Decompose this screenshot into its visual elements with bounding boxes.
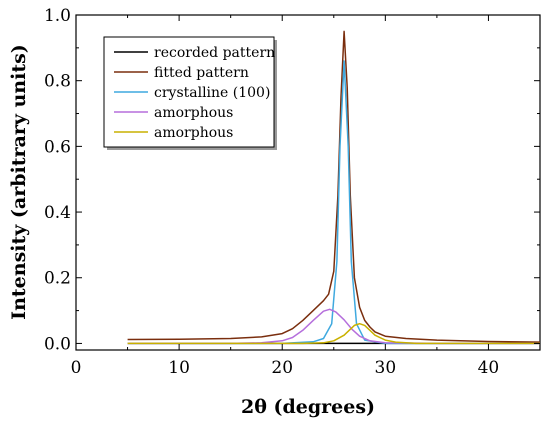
y-tick-label: 1.0	[44, 6, 71, 26]
legend-label-3: amorphous	[154, 105, 233, 121]
x-tick-label: 20	[271, 358, 293, 378]
plot-frame	[75, 14, 541, 351]
y-tick-label: 0.0	[44, 334, 71, 354]
series-line-3	[127, 308, 540, 345]
y-tick-label: 0.8	[44, 72, 71, 92]
x-tick-label: 40	[478, 358, 500, 378]
tick-layer: 0 10 20 30 40 0.0 0.2 0.4 0.6 0.8 1.0	[44, 6, 540, 378]
x-tick-label: 30	[375, 358, 397, 378]
x-tick-label: 0	[71, 358, 82, 378]
x-axis-title: 2θ (degrees)	[241, 396, 375, 418]
series-layer	[127, 30, 541, 345]
legend: recorded pattern fitted pattern crystallin…	[103, 36, 277, 150]
legend-label-4: amorphous	[154, 125, 233, 141]
y-tick-label: 0.2	[44, 269, 71, 289]
x-tick-label: 10	[168, 358, 190, 378]
series-line-4	[127, 322, 540, 345]
series-line-1	[127, 30, 541, 343]
y-axis-title: Intensity (arbitrary units)	[8, 44, 30, 320]
y-tick-label: 0.6	[44, 137, 71, 157]
legend-label-1: fitted pattern	[154, 65, 249, 81]
legend-label-2: crystalline (100)	[154, 85, 270, 101]
legend-label-0: recorded pattern	[154, 45, 275, 61]
y-tick-label: 0.4	[44, 203, 71, 223]
